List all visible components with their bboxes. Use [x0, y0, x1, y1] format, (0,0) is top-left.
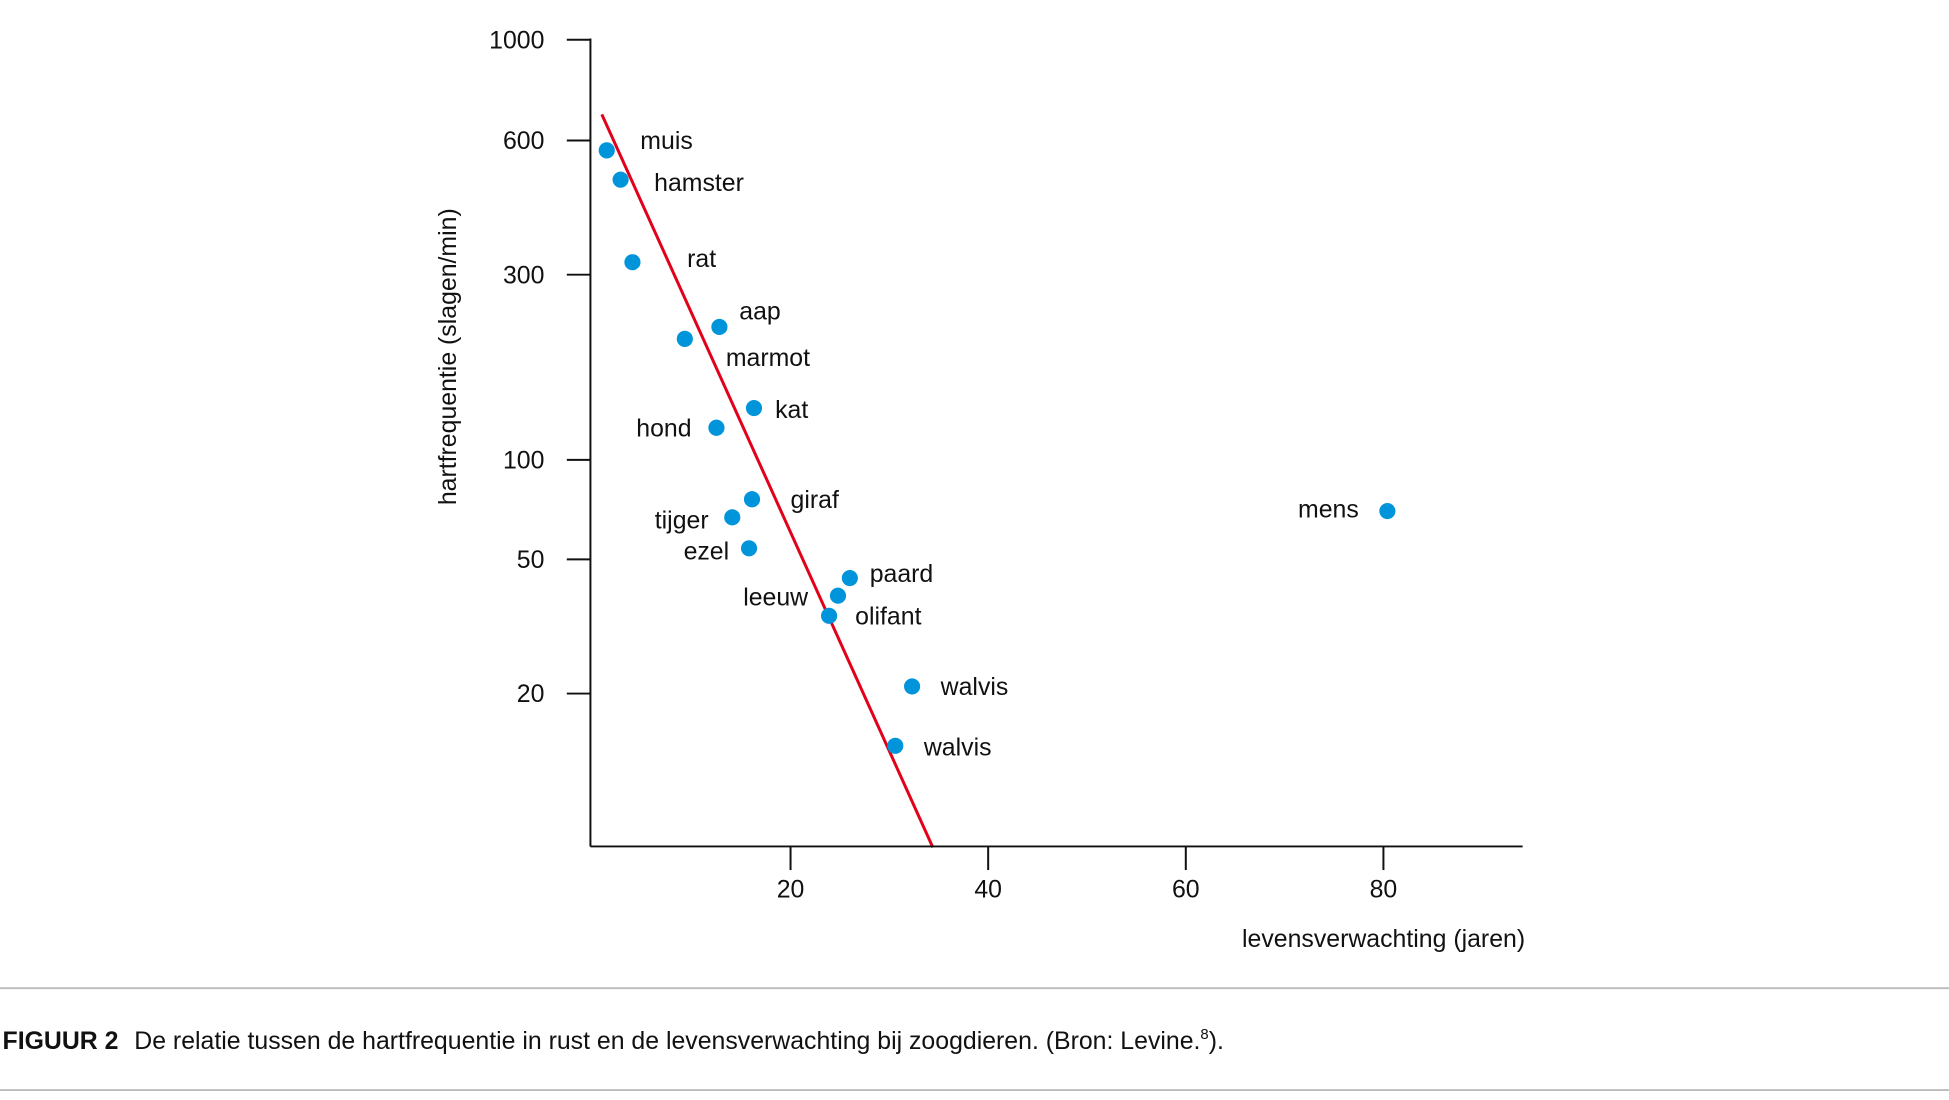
point-label: giraf — [791, 487, 839, 514]
point-label: mens — [1298, 496, 1359, 523]
point-label: hond — [636, 415, 691, 442]
y-tick-label: 600 — [503, 128, 544, 155]
trendline — [600, 113, 935, 848]
data-point — [887, 737, 904, 754]
caption-text: De relatie tussen de hartfrequentie in r… — [134, 1027, 1224, 1055]
data-point — [708, 419, 725, 436]
point-label: hamster — [654, 170, 744, 197]
data-point — [624, 254, 641, 271]
x-tick-label: 60 — [1172, 876, 1200, 903]
data-point — [829, 587, 847, 604]
point-label: muis — [640, 128, 692, 155]
trendline-group — [600, 113, 935, 848]
point-label: leeuw — [743, 585, 808, 612]
point-label: kat — [775, 397, 808, 424]
y-tick-label: 20 — [517, 681, 545, 708]
x-tick-label: 20 — [777, 876, 805, 903]
point-label: rat — [687, 246, 716, 273]
x-ticks: 20 40 60 80 — [777, 846, 1398, 903]
data-point — [743, 491, 761, 508]
data-point — [724, 509, 741, 526]
data-point — [904, 678, 921, 695]
data-point — [711, 318, 728, 336]
data-point — [841, 569, 858, 587]
data-point — [821, 607, 838, 624]
point-label: walvis — [940, 674, 1009, 701]
point-label: ezel — [684, 538, 730, 565]
x-tick-label: 80 — [1370, 876, 1398, 903]
point-label: aap — [739, 299, 780, 326]
y-tick-label: 100 — [503, 448, 544, 475]
point-label: walvis — [923, 735, 992, 762]
data-point — [676, 330, 693, 347]
data-point — [598, 142, 615, 159]
y-ticks: 1000 600 300 100 50 20 — [489, 27, 591, 708]
y-tick-label: 1000 — [489, 27, 544, 54]
data-point — [612, 171, 629, 188]
point-label: paard — [870, 561, 934, 588]
caption-end: ). — [1209, 1028, 1224, 1055]
x-tick-label: 40 — [974, 876, 1002, 903]
y-axis-label: hartfrequentie (slagen/min) — [435, 208, 462, 505]
point-label: olifant — [855, 604, 921, 631]
data-point — [745, 399, 763, 417]
figure-label: FIGUUR 2 — [3, 1028, 119, 1055]
footnote-ref: 8 — [1200, 1027, 1208, 1043]
y-tick-label: 50 — [517, 547, 545, 574]
x-axis-label: levensverwachting (jaren) — [1242, 926, 1525, 953]
data-point — [1379, 502, 1396, 520]
caption-body: De relatie tussen de hartfrequentie in r… — [134, 1028, 1200, 1055]
y-tick-label: 300 — [503, 262, 544, 289]
data-point — [740, 540, 758, 557]
point-label: tijger — [655, 508, 709, 535]
point-label: marmot — [726, 345, 810, 372]
